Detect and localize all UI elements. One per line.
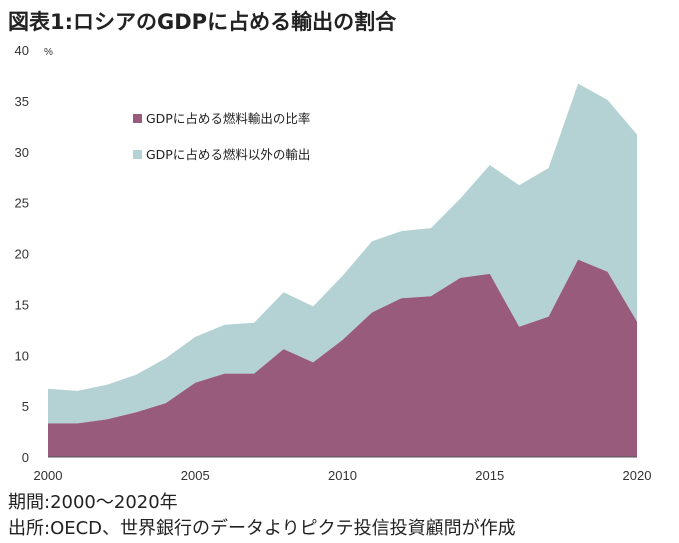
y-tick-label: 15	[15, 297, 29, 312]
legend: GDPに占める燃料輸出の比率 GDPに占める燃料以外の輸出	[133, 111, 310, 162]
legend-label-fuel: GDPに占める燃料輸出の比率	[146, 111, 310, 126]
x-tick-label: 2015	[475, 468, 504, 483]
legend-swatch-fuel	[133, 114, 142, 123]
y-tick-label: 5	[22, 399, 29, 414]
x-tick-label: 2020	[623, 468, 652, 483]
source-note: 出所:OECD、世界銀行のデータよりピクテ投信投資顧問が作成	[8, 518, 516, 539]
chart-title: 図表1:ロシアのGDPに占める輸出の割合	[8, 10, 397, 34]
y-tick-label: 25	[15, 196, 29, 211]
y-tick-label: 20	[15, 247, 29, 262]
y-axis-unit: %	[44, 47, 53, 58]
x-tick-label: 2005	[181, 468, 210, 483]
period-note: 期間:2000〜2020年	[8, 492, 178, 513]
y-tick-label: 40	[15, 43, 29, 58]
x-tick-label: 2000	[34, 468, 63, 483]
x-axis-ticks: 2000 2005 2010 2015 2020	[34, 468, 652, 483]
y-axis-ticks: 0 5 10 15 20 25 30 35 40	[15, 43, 29, 465]
y-tick-label: 35	[15, 94, 29, 109]
y-tick-label: 0	[22, 450, 29, 465]
x-tick-label: 2010	[328, 468, 357, 483]
area-fuel-exports	[48, 259, 637, 457]
area-nonfuel-exports	[48, 83, 637, 424]
y-tick-label: 30	[15, 145, 29, 160]
area-layer	[48, 83, 637, 457]
legend-label-nonfuel: GDPに占める燃料以外の輸出	[146, 147, 310, 162]
legend-swatch-nonfuel	[133, 150, 142, 159]
y-tick-label: 10	[15, 348, 29, 363]
